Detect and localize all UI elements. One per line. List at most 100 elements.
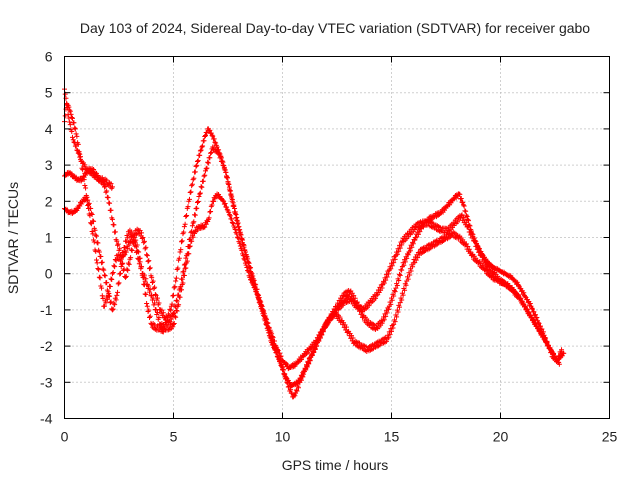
data-point xyxy=(73,143,79,149)
data-point xyxy=(319,331,325,337)
data-point xyxy=(111,222,117,228)
data-point xyxy=(305,349,311,355)
data-point xyxy=(77,154,83,160)
data-point xyxy=(269,339,275,345)
data-point xyxy=(234,221,240,227)
data-point xyxy=(124,266,130,272)
data-point xyxy=(396,248,402,254)
data-point xyxy=(99,259,105,265)
y-tick-label: 6 xyxy=(45,49,53,65)
data-point xyxy=(383,313,389,319)
data-point xyxy=(275,354,281,360)
data-point xyxy=(168,307,174,313)
data-point xyxy=(240,242,246,248)
data-point xyxy=(544,339,550,345)
data-point xyxy=(457,191,463,197)
data-point xyxy=(327,317,333,323)
data-point xyxy=(396,271,402,277)
x-tick-label: 0 xyxy=(61,429,69,445)
data-point xyxy=(461,203,467,209)
data-layer xyxy=(62,86,567,400)
data-point xyxy=(114,238,120,244)
data-point xyxy=(140,235,146,240)
data-point xyxy=(117,270,123,276)
data-point xyxy=(134,248,140,254)
data-point xyxy=(559,347,565,353)
data-point xyxy=(206,215,212,221)
data-point xyxy=(76,150,82,156)
data-point xyxy=(156,314,162,320)
data-point xyxy=(143,244,149,250)
x-axis-label: GPS time / hours xyxy=(282,457,389,473)
data-point xyxy=(465,244,471,250)
data-point xyxy=(386,329,392,335)
data-point xyxy=(274,353,280,359)
data-point xyxy=(122,252,128,258)
data-point xyxy=(267,334,273,340)
data-point xyxy=(482,257,488,263)
data-point xyxy=(409,244,415,250)
y-tick-label: -1 xyxy=(40,302,53,318)
data-point xyxy=(388,266,394,272)
data-point xyxy=(195,198,201,204)
data-point xyxy=(141,272,147,278)
data-point xyxy=(67,122,73,128)
data-point xyxy=(431,221,437,227)
data-point xyxy=(464,214,470,220)
data-point xyxy=(199,184,205,190)
data-point xyxy=(491,271,497,277)
data-point xyxy=(466,246,472,252)
data-point xyxy=(403,282,409,288)
data-point xyxy=(103,189,109,195)
data-point xyxy=(304,363,310,369)
data-point xyxy=(529,306,535,312)
data-point xyxy=(248,272,254,278)
data-point xyxy=(479,252,485,258)
data-point xyxy=(171,292,176,298)
data-point xyxy=(229,216,235,222)
data-point xyxy=(112,229,118,235)
y-tick-label: 4 xyxy=(45,121,53,137)
data-point xyxy=(144,252,150,258)
data-point xyxy=(176,255,182,261)
data-point xyxy=(107,300,113,306)
data-point xyxy=(405,252,411,258)
data-point xyxy=(202,172,208,178)
data-point xyxy=(137,259,143,265)
data-point xyxy=(205,160,211,166)
data-point xyxy=(210,199,216,205)
data-point xyxy=(182,261,188,267)
data-point xyxy=(216,150,222,156)
data-point xyxy=(203,221,209,227)
data-point xyxy=(147,265,153,271)
data-point xyxy=(122,244,128,250)
data-point xyxy=(462,217,468,223)
data-point xyxy=(80,167,86,173)
data-point xyxy=(239,247,245,253)
y-tick-label: -2 xyxy=(40,338,53,354)
data-point xyxy=(175,265,181,271)
data-point xyxy=(108,181,114,187)
data-point xyxy=(459,212,465,218)
data-point xyxy=(394,282,400,288)
data-point xyxy=(516,283,522,289)
data-point xyxy=(261,312,267,318)
data-point xyxy=(417,229,423,235)
data-point xyxy=(388,326,394,332)
data-point xyxy=(136,231,142,237)
data-point xyxy=(86,200,92,206)
data-point xyxy=(551,350,557,356)
data-point xyxy=(317,334,323,340)
data-point xyxy=(108,276,114,282)
data-point xyxy=(230,203,236,209)
data-point xyxy=(253,287,259,293)
data-point xyxy=(263,321,269,327)
data-point xyxy=(173,307,179,313)
data-point xyxy=(139,264,145,270)
data-point xyxy=(373,295,379,301)
data-point xyxy=(399,297,405,303)
data-point xyxy=(359,304,365,310)
data-point xyxy=(209,202,215,208)
data-point xyxy=(280,367,286,373)
data-point xyxy=(237,227,243,233)
